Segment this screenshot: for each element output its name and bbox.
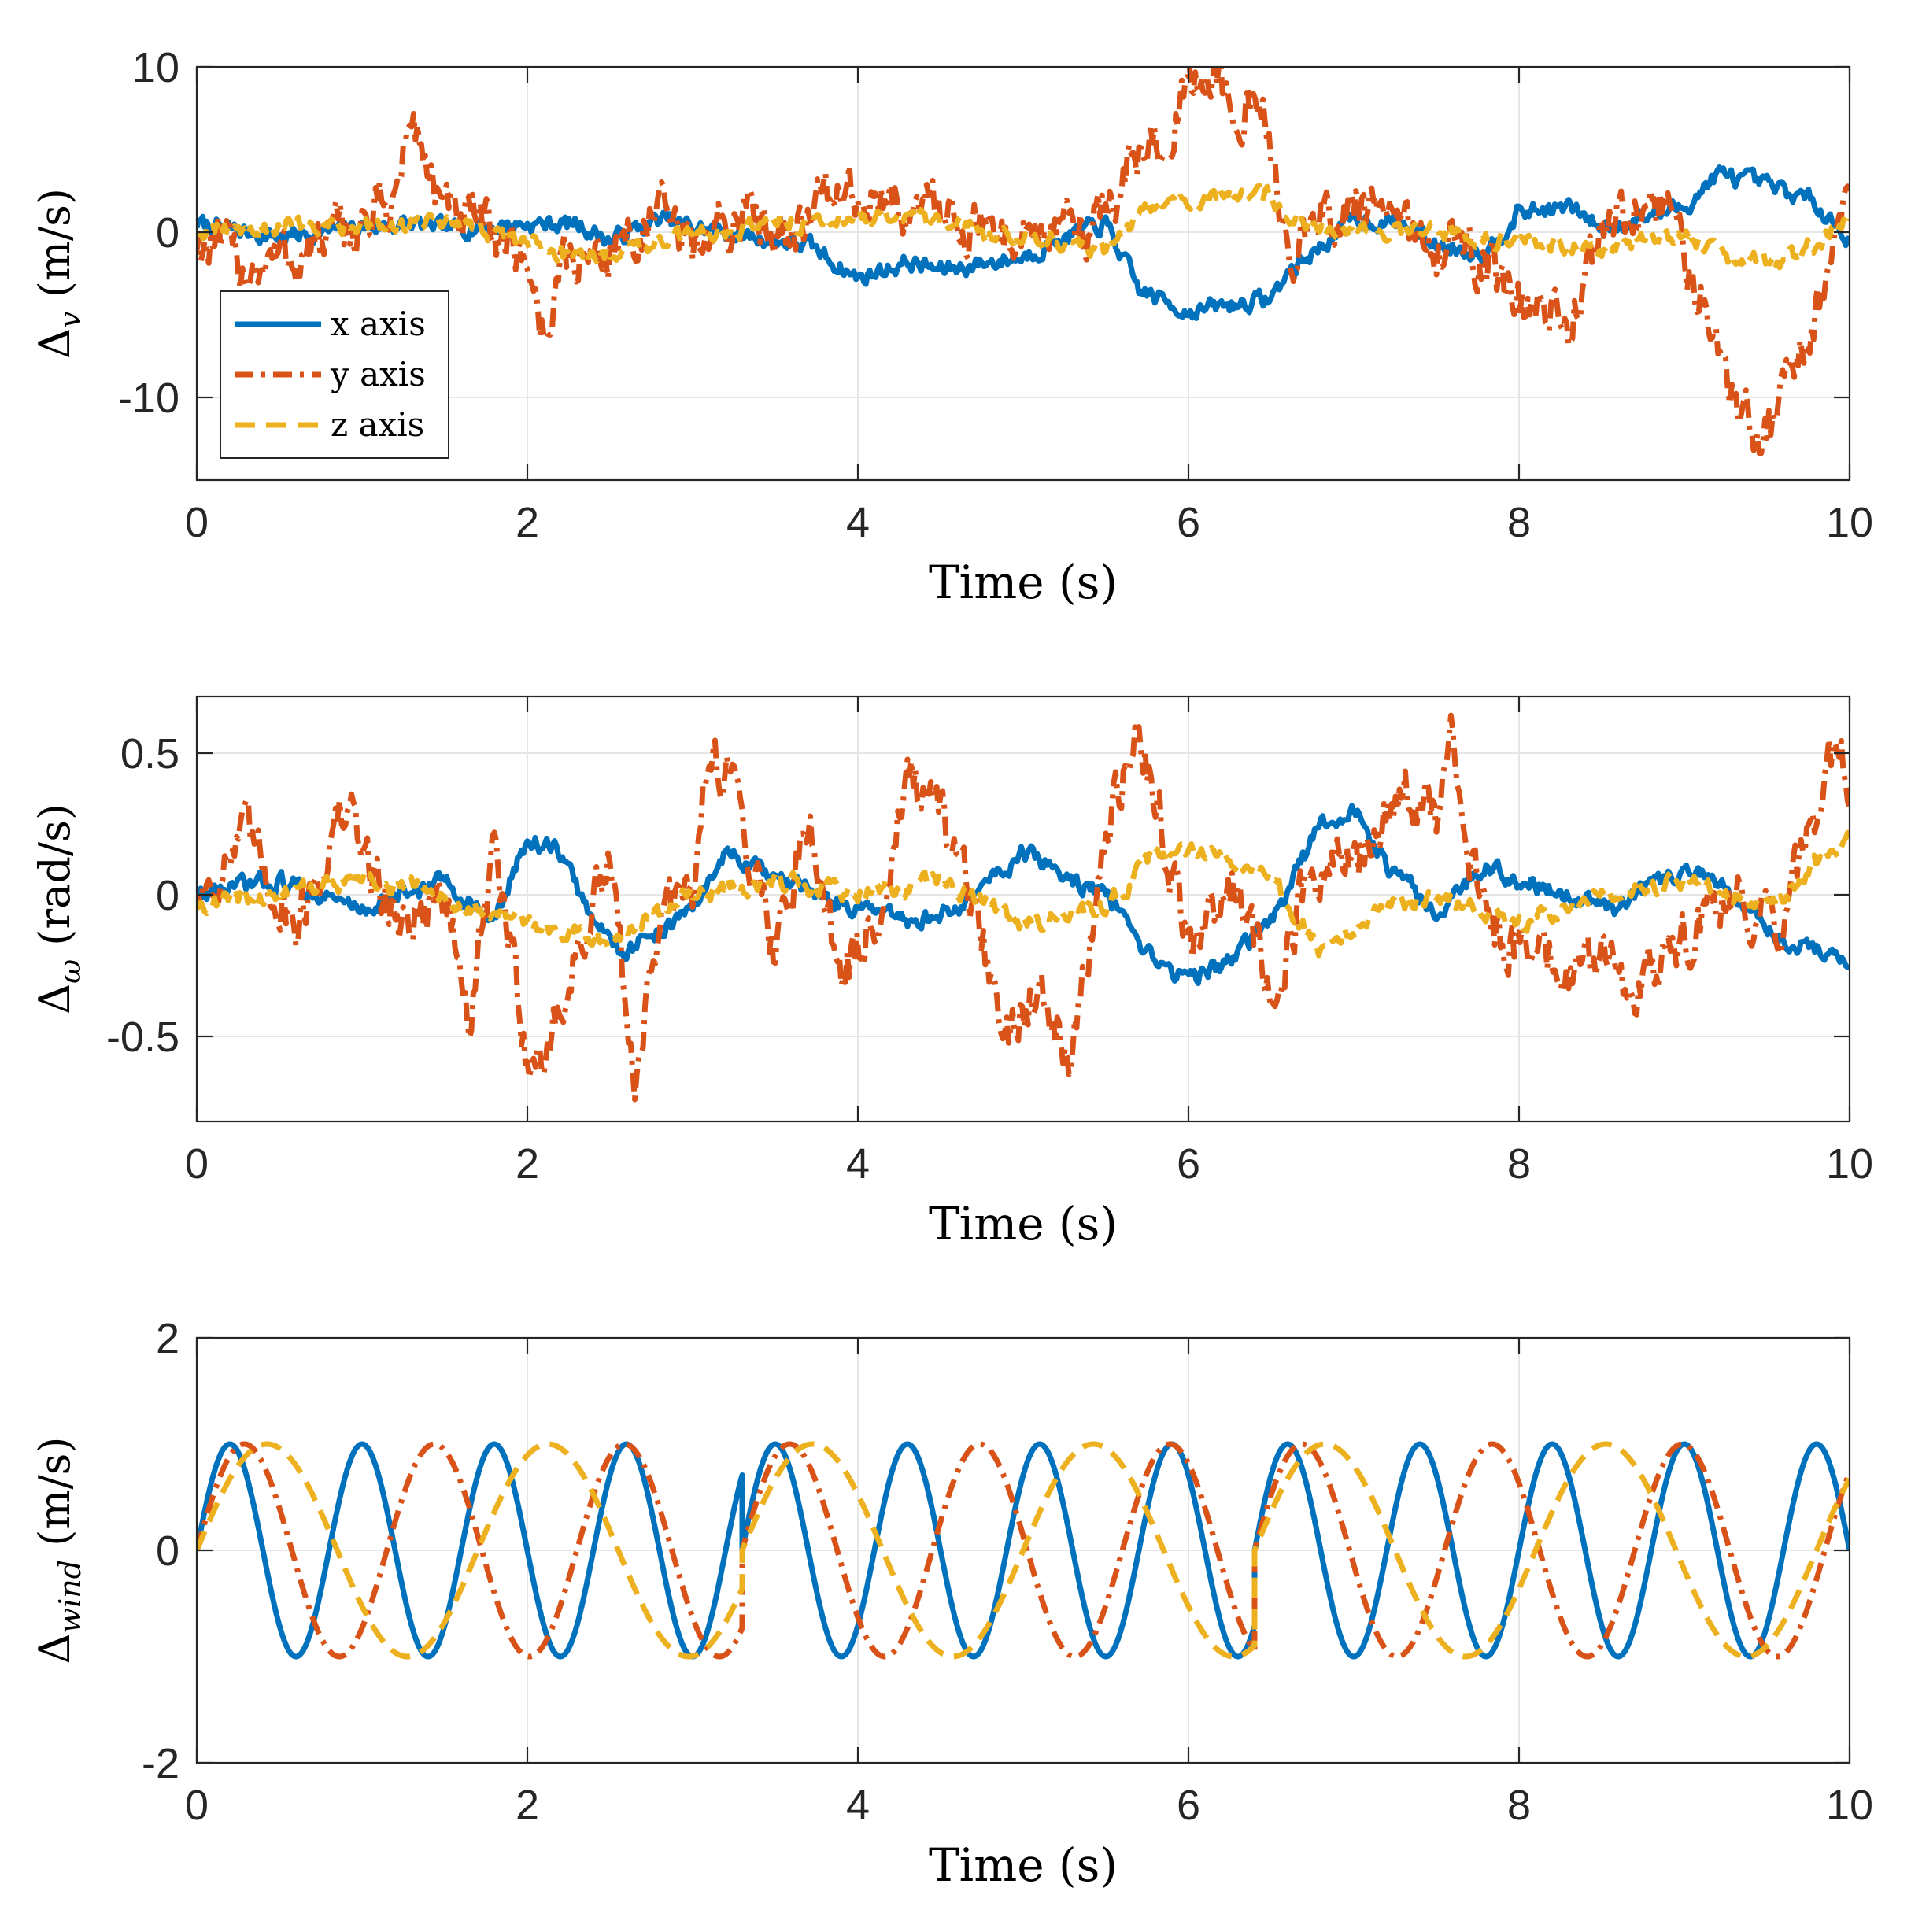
- legend-label: x axis: [331, 305, 426, 343]
- series-line-z-axis: [197, 183, 1850, 271]
- y-axis-label: Δω (rad/s): [30, 803, 87, 1014]
- y-tick-label: -2: [142, 1740, 179, 1787]
- x-tick-label: 4: [846, 1140, 870, 1188]
- x-tick-label: 4: [846, 499, 870, 546]
- series-line-y-axis: [197, 712, 1850, 1103]
- y-tick-label: 0.5: [120, 730, 179, 778]
- y-axis-label: Δv (m/s): [30, 188, 87, 359]
- x-tick-label: 6: [1177, 499, 1200, 546]
- x-tick-label: 2: [516, 1140, 539, 1188]
- x-tick-label: 2: [516, 499, 539, 546]
- x-axis-label: Time (s): [929, 556, 1118, 609]
- x-tick-label: 0: [185, 1140, 209, 1188]
- x-tick-label: 8: [1507, 1140, 1531, 1188]
- series-group: [197, 1441, 1850, 1660]
- x-tick-label: 10: [1826, 1782, 1873, 1829]
- x-tick-label: 10: [1826, 1140, 1873, 1188]
- x-tick-label: 6: [1177, 1782, 1200, 1829]
- x-tick-label: 0: [185, 499, 209, 546]
- x-tick-label: 0: [185, 1782, 209, 1829]
- angular-rate-disturbance-chart: 0 2 4 6 8 10 0.5 0 -0.5 Time (s) Δω (rad/s): [30, 695, 1873, 1250]
- y-tick-label: -0.5: [106, 1014, 179, 1061]
- series-line-y-axis: [197, 1441, 1850, 1660]
- plot-area: [197, 67, 1850, 480]
- y-axis-label: Δwind (m/s): [30, 1437, 87, 1664]
- y-tick-label: 0: [156, 209, 179, 257]
- series-line-x-axis: [197, 1441, 1850, 1660]
- x-tick-label: 4: [846, 1782, 870, 1829]
- x-tick-label: 2: [516, 1782, 539, 1829]
- legend-label: z axis: [331, 405, 424, 444]
- series-line-y-axis: [197, 67, 1850, 456]
- x-axis-label: Time (s): [929, 1838, 1118, 1892]
- y-tick-label: 10: [132, 44, 179, 91]
- x-tick-label: 6: [1177, 1140, 1200, 1188]
- x-tick-label: 10: [1826, 499, 1873, 546]
- x-tick-label: 8: [1507, 1782, 1531, 1829]
- series-line-z-axis: [197, 829, 1850, 959]
- legend-label: y axis: [330, 355, 426, 393]
- velocity-disturbance-chart: 0 2 4 6 8 10 10 0 -10 Time (s) Δv (m/s) x axis y axi…: [30, 44, 1873, 609]
- legend: x axis y axis z axis: [220, 290, 449, 459]
- y-tick-label: 0: [156, 1527, 179, 1575]
- axes-box: [195, 65, 1851, 482]
- series-line-x-axis: [197, 164, 1850, 321]
- series-group: [197, 712, 1850, 1103]
- y-tick-label: 2: [156, 1315, 179, 1362]
- axes-box: [195, 695, 1851, 1123]
- x-axis-label: Time (s): [929, 1197, 1118, 1250]
- y-tick-label: 0: [156, 872, 179, 919]
- y-tick-label: -10: [118, 375, 179, 422]
- series-group: [197, 67, 1850, 456]
- legend-box: [220, 290, 449, 459]
- x-tick-label: 8: [1507, 499, 1531, 546]
- series-line-z-axis: [197, 1441, 1850, 1660]
